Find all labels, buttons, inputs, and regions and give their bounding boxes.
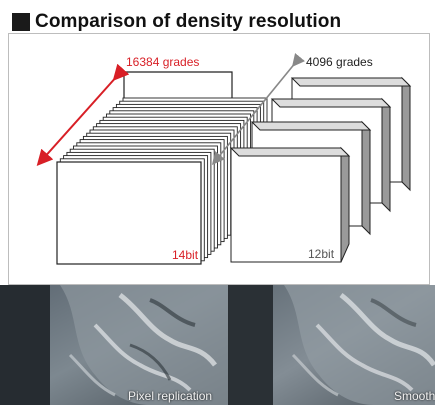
smooth-image: Smooth bbox=[228, 285, 435, 405]
left-grades-arrow bbox=[36, 63, 130, 166]
left-stack-front bbox=[56, 161, 202, 265]
left-bit-label: 14bit bbox=[172, 248, 199, 262]
right-layer-3-side bbox=[381, 97, 391, 213]
title-row: Comparison of density resolution bbox=[12, 8, 341, 36]
page-title: Comparison of density resolution bbox=[35, 11, 342, 32]
right-grades-arrow bbox=[211, 52, 306, 165]
density-diagram: 14bit 16384 grades 12bit 4096 grades bbox=[36, 52, 412, 265]
right-layer-1-side bbox=[340, 146, 350, 263]
right-layer-1 bbox=[230, 147, 342, 263]
right-layer-4-top bbox=[290, 77, 412, 87]
right-bit-label: 12bit bbox=[308, 247, 335, 261]
right-layer-2-top bbox=[250, 121, 372, 131]
pixel-replication-label: Pixel replication bbox=[128, 389, 213, 403]
left-grades-label: 16384 grades bbox=[126, 55, 199, 69]
pixel-replication-image: Pixel replication bbox=[0, 285, 228, 405]
title-square-icon bbox=[12, 13, 30, 31]
right-layer-3-top bbox=[270, 98, 392, 108]
right-grades-label: 4096 grades bbox=[306, 55, 373, 69]
comparison-photos: Pixel replication Smooth bbox=[0, 285, 435, 405]
right-layer-4-side bbox=[401, 76, 411, 192]
smooth-label: Smooth bbox=[394, 389, 435, 403]
right-layer-2-side bbox=[361, 120, 371, 236]
right-layer-1-top bbox=[229, 147, 351, 157]
